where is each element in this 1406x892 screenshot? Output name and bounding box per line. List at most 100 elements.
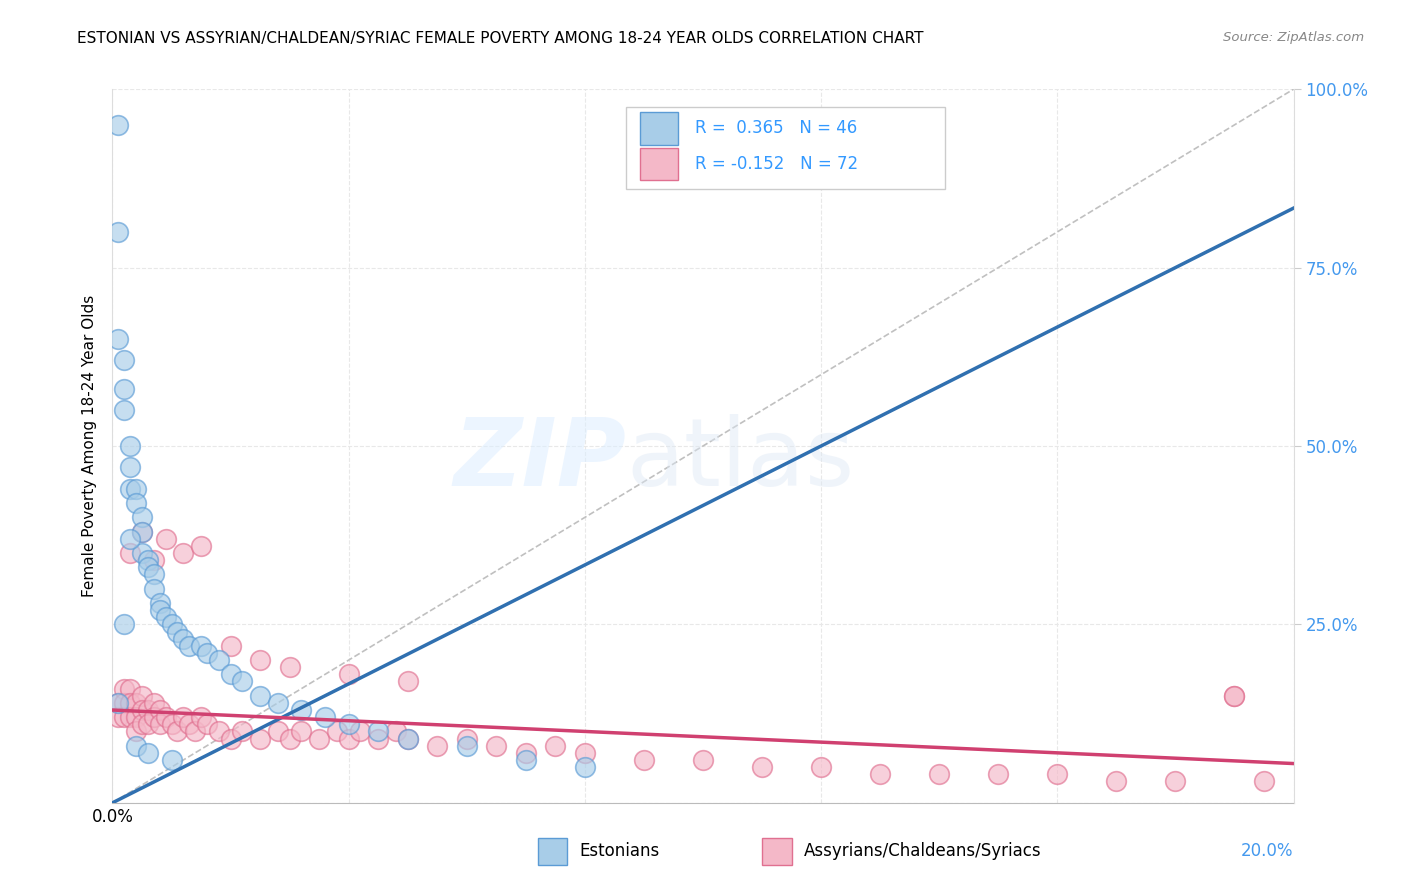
Point (231, 674, 253, 689)
Point (190, 710, 212, 724)
Text: R = -0.152   N = 72: R = -0.152 N = 72 (695, 155, 858, 173)
Point (131, 524, 153, 539)
Point (219, 639, 242, 653)
Text: Assyrians/Chaldeans/Syriacs: Assyrians/Chaldeans/Syriacs (803, 842, 1040, 860)
Point (249, 689, 271, 703)
Point (120, 460, 142, 475)
Point (249, 731, 271, 746)
Point (426, 739, 449, 753)
Point (131, 689, 153, 703)
Point (155, 532, 177, 546)
Point (172, 546, 194, 560)
FancyBboxPatch shape (626, 107, 945, 189)
Point (396, 674, 419, 689)
Point (149, 703, 172, 717)
Point (1223, 689, 1246, 703)
Point (112, 353, 135, 368)
Point (142, 696, 165, 710)
Point (290, 703, 312, 717)
Point (987, 767, 1010, 781)
Point (367, 724, 389, 739)
Point (267, 724, 290, 739)
Point (120, 439, 142, 453)
Point (131, 510, 153, 524)
Point (267, 696, 290, 710)
Point (136, 746, 159, 760)
Point (290, 724, 312, 739)
Point (751, 760, 773, 774)
Point (1105, 774, 1128, 789)
Point (231, 724, 253, 739)
Point (125, 724, 148, 739)
Point (208, 653, 231, 667)
Point (155, 610, 177, 624)
Point (456, 731, 478, 746)
Bar (762, 838, 792, 865)
Point (367, 731, 389, 746)
Bar (640, 148, 678, 180)
Point (166, 624, 188, 639)
Point (120, 681, 142, 696)
Point (249, 653, 271, 667)
Point (136, 560, 159, 574)
Point (190, 639, 212, 653)
Point (869, 767, 891, 781)
Point (125, 739, 148, 753)
Point (179, 717, 201, 731)
Point (107, 332, 129, 346)
Point (112, 382, 135, 396)
Point (136, 703, 159, 717)
Point (107, 696, 129, 710)
Point (219, 731, 242, 746)
Point (142, 710, 165, 724)
Point (190, 539, 212, 553)
Text: ZIP: ZIP (453, 414, 626, 507)
Point (928, 767, 950, 781)
Point (107, 696, 129, 710)
Point (633, 753, 655, 767)
Point (179, 639, 201, 653)
Text: ESTONIAN VS ASSYRIAN/CHALDEAN/SYRIAC FEMALE POVERTY AMONG 18-24 YEAR OLDS CORREL: ESTONIAN VS ASSYRIAN/CHALDEAN/SYRIAC FEM… (77, 31, 924, 46)
Point (160, 753, 183, 767)
Point (142, 567, 165, 582)
Point (125, 496, 148, 510)
Point (184, 724, 207, 739)
Bar (640, 112, 678, 145)
Point (120, 696, 142, 710)
Point (125, 482, 148, 496)
Point (107, 118, 129, 132)
Point (1164, 774, 1187, 789)
Point (120, 546, 142, 560)
Point (1253, 774, 1275, 789)
Point (112, 710, 135, 724)
Point (112, 403, 135, 417)
Point (120, 532, 142, 546)
Point (314, 710, 336, 724)
Text: R =  0.365   N = 46: R = 0.365 N = 46 (695, 120, 858, 137)
Point (1046, 767, 1069, 781)
Text: atlas: atlas (626, 414, 855, 507)
Text: Source: ZipAtlas.com: Source: ZipAtlas.com (1223, 31, 1364, 45)
Text: Estonians: Estonians (579, 842, 659, 860)
Text: 20.0%: 20.0% (1241, 842, 1294, 860)
Point (337, 667, 360, 681)
Point (131, 546, 153, 560)
Point (326, 724, 349, 739)
Point (337, 717, 360, 731)
Bar (537, 838, 567, 865)
Point (107, 710, 129, 724)
Point (172, 632, 194, 646)
Point (810, 760, 832, 774)
Point (544, 739, 567, 753)
Point (1223, 689, 1246, 703)
Point (149, 603, 172, 617)
Point (131, 717, 153, 731)
Point (208, 724, 231, 739)
Point (131, 524, 153, 539)
Point (160, 717, 183, 731)
Point (195, 717, 218, 731)
Point (396, 731, 419, 746)
Point (125, 710, 148, 724)
Point (195, 646, 218, 660)
Y-axis label: Female Poverty Among 18-24 Year Olds: Female Poverty Among 18-24 Year Olds (82, 295, 97, 597)
